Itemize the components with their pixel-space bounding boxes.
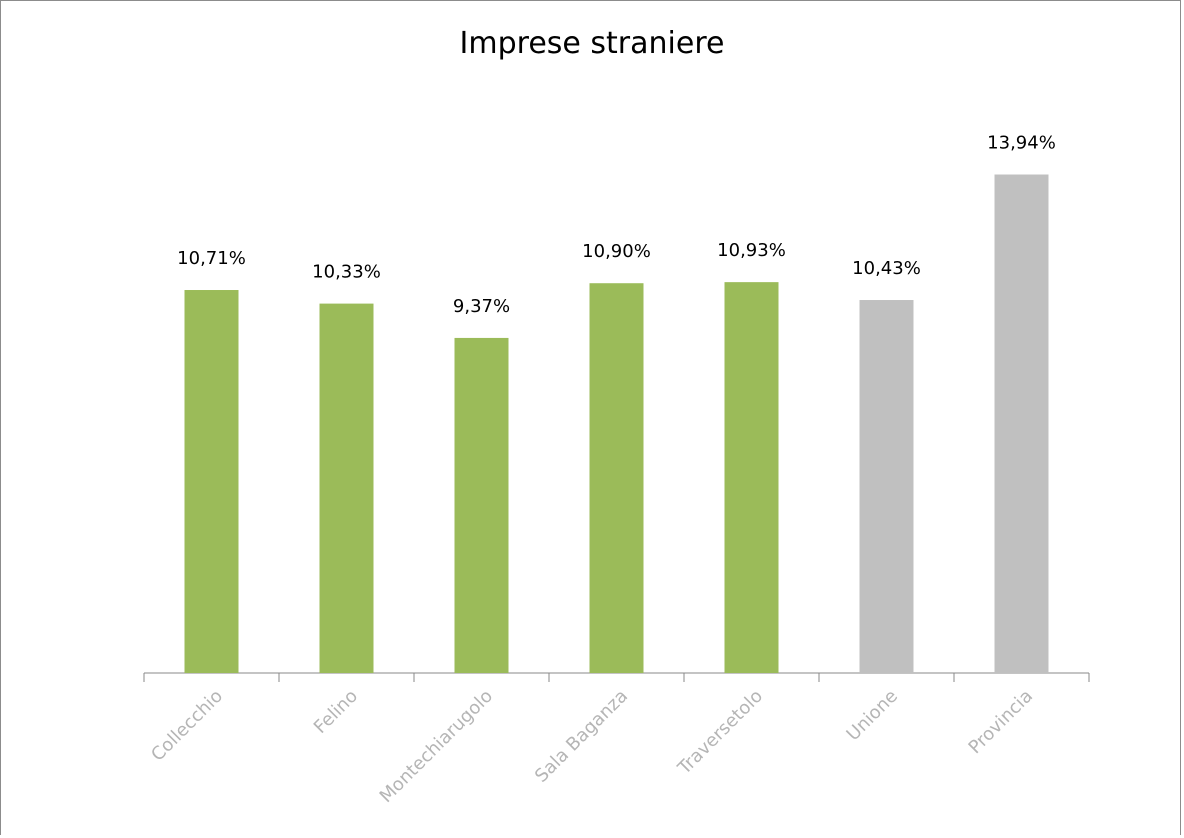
- bar: [319, 303, 374, 673]
- x-tick-label: Collecchio: [147, 686, 227, 766]
- data-label: 13,94%: [987, 133, 1056, 154]
- data-label: 10,43%: [852, 258, 921, 279]
- chart-title: Imprese straniere: [459, 26, 725, 61]
- bar: [589, 283, 644, 673]
- x-tick-label: Traversetolo: [673, 686, 767, 780]
- data-label: 10,71%: [177, 248, 246, 269]
- x-tick-label: Provincia: [965, 686, 1038, 759]
- x-tick-label: Montechiarugolo: [376, 686, 497, 807]
- bar: [994, 174, 1049, 673]
- x-tick-label: Felino: [310, 686, 362, 738]
- data-label: 10,33%: [312, 262, 381, 283]
- data-label: 10,93%: [717, 240, 786, 261]
- data-label: 9,37%: [453, 296, 510, 317]
- bar: [724, 282, 779, 673]
- x-tick-label: Sala Baganza: [531, 686, 632, 787]
- bar: [184, 290, 239, 673]
- bar: [859, 300, 914, 673]
- bar: [454, 337, 509, 673]
- x-tick-label: Unione: [843, 686, 902, 745]
- data-label: 10,90%: [582, 241, 651, 262]
